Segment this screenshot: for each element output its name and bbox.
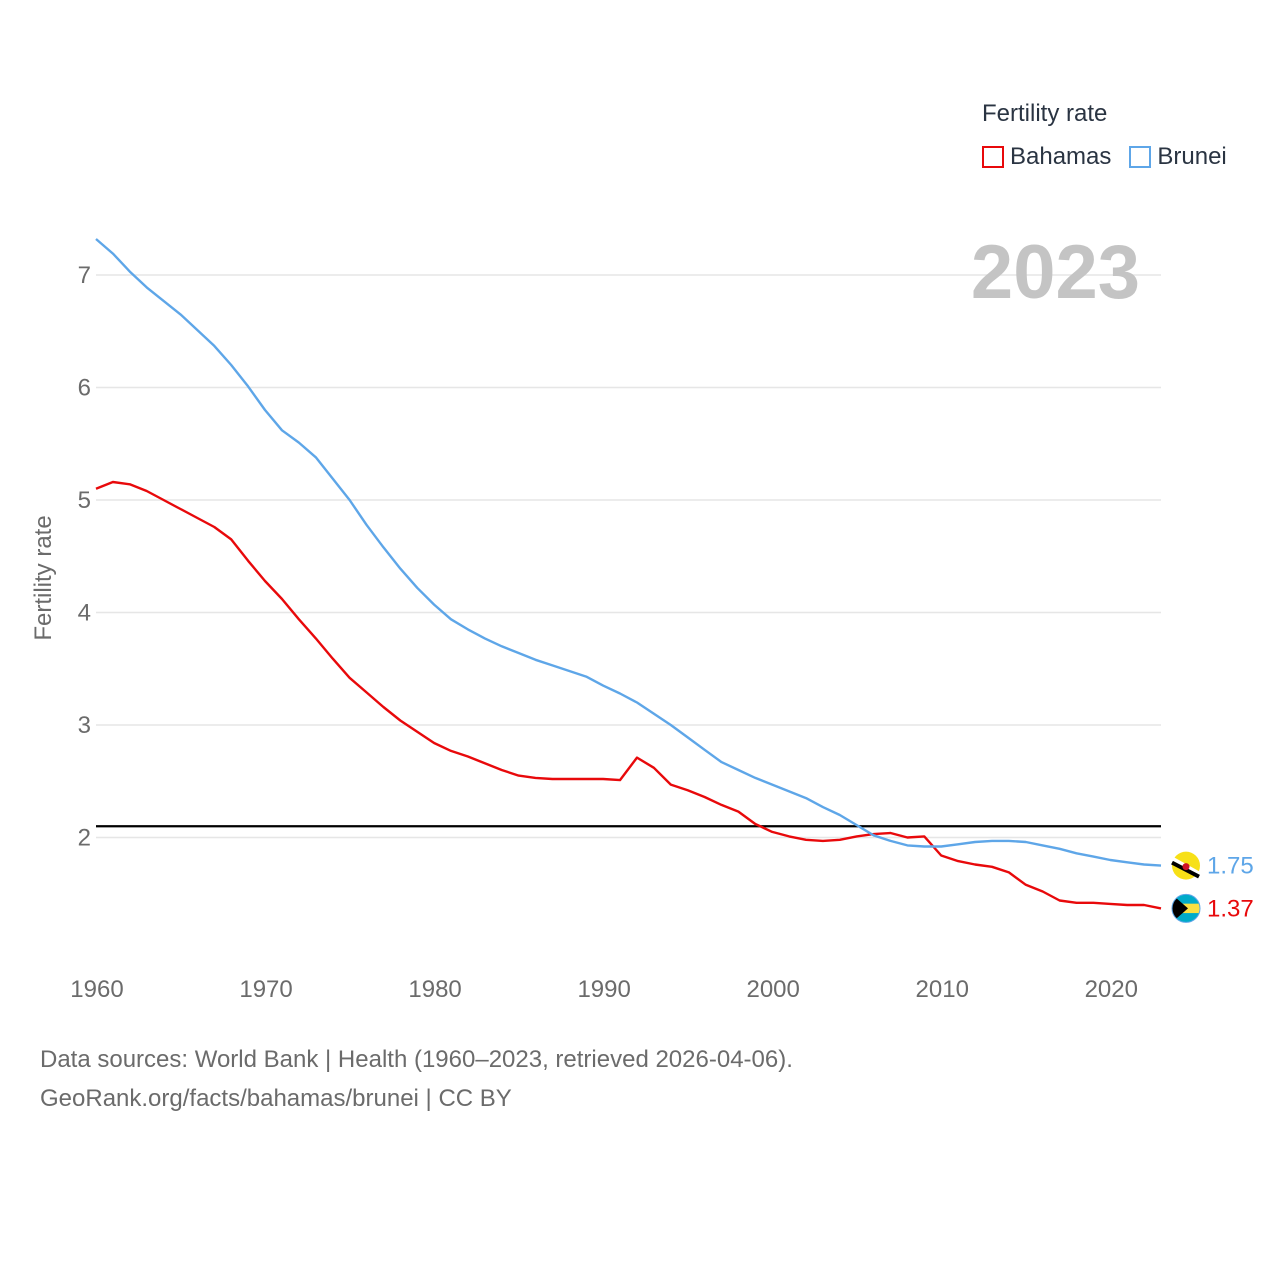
legend-label-brunei: Brunei: [1157, 143, 1227, 170]
end-label-bahamas: 1.37: [1207, 895, 1254, 922]
legend-swatch-brunei: [1129, 146, 1152, 168]
legend: Bahamas Brunei: [982, 143, 1245, 171]
x-tick-label: 1990: [577, 976, 630, 1003]
y-tick-label: 7: [78, 262, 91, 289]
x-axis-ticks: 1960 1970 1980 1990 2000 2010 2020: [70, 976, 1138, 1003]
y-tick-label: 3: [78, 712, 91, 739]
y-axis-label: Fertility rate: [30, 515, 57, 640]
legend-label-bahamas: Bahamas: [1010, 143, 1112, 170]
y-tick-label: 2: [78, 825, 91, 852]
end-label-brunei: 1.75: [1207, 853, 1254, 880]
x-tick-label: 2010: [916, 976, 969, 1003]
x-tick-label: 2000: [746, 976, 799, 1003]
x-tick-label: 1960: [70, 976, 123, 1003]
y-tick-label: 4: [78, 600, 91, 627]
brunei-flag-icon: [1170, 851, 1201, 880]
y-tick-label: 5: [78, 487, 91, 514]
x-tick-label: 1980: [408, 976, 461, 1003]
chart-title-year: 2023: [971, 230, 1140, 315]
gridlines: [96, 274, 1161, 839]
footer-credit[interactable]: GeoRank.org/facts/bahamas/brunei | CC BY: [40, 1085, 512, 1112]
series-line-bahamas[interactable]: [95, 480, 1162, 910]
legend-swatch-bahamas: [982, 146, 1004, 168]
footer-sources: Data sources: World Bank | Health (1960–…: [40, 1046, 793, 1073]
legend-item-bahamas[interactable]: Bahamas: [982, 143, 1111, 171]
x-tick-label: 2020: [1085, 976, 1138, 1003]
x-tick-label: 1970: [239, 976, 292, 1003]
bahamas-flag-icon: [1171, 893, 1201, 923]
legend-item-brunei[interactable]: Brunei: [1129, 143, 1227, 171]
y-tick-label: 6: [78, 375, 91, 402]
end-markers: 1.75 1.37: [1170, 851, 1254, 923]
data-series: [95, 238, 1162, 910]
y-axis-ticks: 2 3 4 5 6 7: [78, 262, 91, 852]
series-line-brunei[interactable]: [95, 238, 1162, 867]
legend-title: Fertility rate: [982, 100, 1108, 127]
